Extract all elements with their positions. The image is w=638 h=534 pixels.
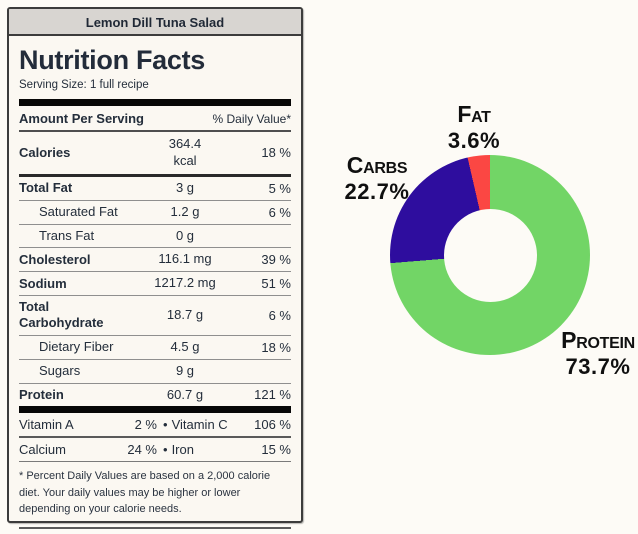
nutrient-amount: 1.2 g <box>170 203 200 219</box>
nutrient-row-protein: Protein 60.7 g 121 % <box>19 384 291 407</box>
slice-percent: 3.6% <box>447 128 501 154</box>
micronutrient-name: Vitamin C <box>171 417 228 433</box>
nutrient-daily-value: 39 % <box>261 252 291 268</box>
nutrient-amount: 60.7 g <box>166 386 204 402</box>
nutrient-name: Total Fat <box>19 180 73 196</box>
nutrient-amount: 364.4 kcal <box>137 136 233 170</box>
nutrient-row-dietary-fiber: Dietary Fiber 4.5 g 18 % <box>19 336 291 360</box>
slice-label-carbs: Carbs 22.7% <box>345 151 410 206</box>
separator-thick-bar <box>19 406 291 414</box>
recipe-title: Lemon Dill Tuna Salad <box>9 9 301 36</box>
nutrient-daily-value: 6 % <box>268 307 291 323</box>
nutrient-daily-value: 6 % <box>268 204 291 220</box>
nutrient-name: Protein <box>19 386 64 402</box>
slice-label-fat: Fat 3.6% <box>448 100 500 155</box>
nutrient-name: Sugars <box>39 362 81 378</box>
nutrient-amount: 4.5 g <box>170 338 200 354</box>
nutrient-daily-value: 5 % <box>268 180 291 196</box>
micronutrient-row-vitamins: Vitamin A 2 % • Vitamin C 106 % <box>19 413 291 439</box>
daily-value-footnote: * Percent Daily Values are based on a 2,… <box>19 462 291 529</box>
slice-name: Carbs <box>346 152 408 178</box>
nutrient-row-total-carbohydrate: Total Carbohydrate 18.7 g 6 % <box>19 296 291 336</box>
nutrient-row-saturated-fat: Saturated Fat 1.2 g 6 % <box>19 201 291 225</box>
nutrient-amount: 1217.2 mg <box>154 275 216 291</box>
separator-thick-bar <box>19 99 291 106</box>
nutrient-name: Trans Fat <box>39 227 95 243</box>
micronutrient-value: 15 % <box>261 442 291 458</box>
slice-label-protein: Protein 73.7% <box>561 326 635 381</box>
micronutrient-row-minerals: Calcium 24 % • Iron 15 % <box>19 438 291 463</box>
nutrient-amount: 3 g <box>175 179 195 195</box>
macronutrient-donut-chart: Fat 3.6% Carbs 22.7% Protein 73.7% <box>320 0 638 534</box>
nutrition-facts-title: Nutrition Facts <box>19 45 206 75</box>
nutrient-amount: 116.1 mg <box>158 251 212 267</box>
slice-name: Fat <box>457 101 491 127</box>
micronutrient-value: 106 % <box>254 417 291 433</box>
slice-percent: 73.7% <box>565 354 631 380</box>
donut-chart-ring <box>390 155 590 355</box>
micronutrient-value: 2 % <box>134 417 157 433</box>
nutrient-row-total-fat: Total Fat 3 g 5 % <box>19 177 291 201</box>
nutrient-daily-value: 18 % <box>261 339 291 355</box>
nutrition-label-card: Lemon Dill Tuna Salad Nutrition Facts Se… <box>7 7 303 529</box>
nutrient-daily-value: 51 % <box>261 276 291 292</box>
bullet-separator: • <box>163 442 168 458</box>
nutrition-label-body: Nutrition Facts Serving Size: 1 full rec… <box>9 45 301 529</box>
nutrient-row-trans-fat: Trans Fat 0 g <box>19 225 291 249</box>
nutrient-row-cholesterol: Cholesterol 116.1 mg 39 % <box>19 248 291 273</box>
donut-chart-hole <box>443 208 537 302</box>
nutrient-amount-value: 364.4 kcal <box>168 136 202 168</box>
micronutrient-value: 24 % <box>127 442 157 458</box>
nutrient-name: Saturated Fat <box>39 203 118 219</box>
nutrient-name: Cholesterol <box>19 251 91 267</box>
nutrient-daily-value: 18 % <box>261 145 291 161</box>
nutrient-name: Dietary Fiber <box>39 339 114 355</box>
amount-per-serving-header-row: Amount Per Serving % Daily Value* <box>19 106 291 132</box>
nutrient-amount: 18.7 g <box>166 307 204 323</box>
slice-percent: 22.7% <box>344 179 410 205</box>
nutrient-daily-value: 121 % <box>254 387 291 403</box>
nutrient-row-sugars: Sugars 9 g <box>19 360 291 384</box>
nutrient-row-calories: Calories 364.4 kcal 18 % <box>19 132 291 177</box>
nutrient-amount: 9 g <box>175 362 195 378</box>
micronutrient-name: Vitamin A <box>19 417 74 433</box>
nutrient-amount: 0 g <box>175 227 195 243</box>
micronutrient-name: Iron <box>171 442 194 458</box>
nutrient-name: Sodium <box>19 275 67 291</box>
nutrient-name: Calories <box>19 144 71 160</box>
nutrient-row-sodium: Sodium 1217.2 mg 51 % <box>19 272 291 297</box>
daily-value-header-label: % Daily Value* <box>212 112 291 126</box>
micronutrient-name: Calcium <box>19 442 66 458</box>
bullet-separator: • <box>163 417 168 433</box>
serving-size: Serving Size: 1 full recipe <box>19 79 149 91</box>
nutrient-name: Total Carbohydrate <box>19 299 104 331</box>
amount-per-serving-label: Amount Per Serving <box>19 111 144 126</box>
slice-name: Protein <box>561 327 635 353</box>
